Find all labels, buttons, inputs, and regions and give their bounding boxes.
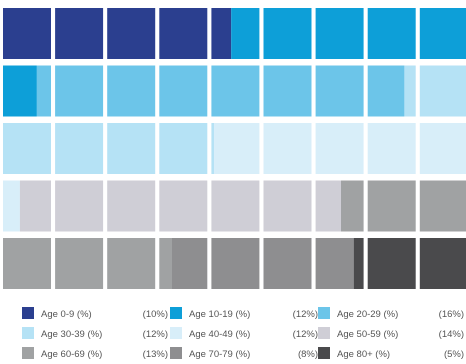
waffle-cell	[341, 180, 364, 232]
waffle-cell	[231, 8, 260, 59]
waffle-cell	[159, 123, 208, 174]
waffle-cell	[211, 8, 232, 59]
legend-item: Age 40-49 (%) (12%)	[170, 327, 318, 340]
legend-swatch	[318, 327, 330, 339]
waffle-cell	[107, 8, 156, 59]
waffle-cell	[55, 238, 104, 289]
legend-label: Age 0-9 (%)	[41, 309, 92, 320]
legend-item: Age 10-19 (%) (12%)	[170, 307, 318, 320]
legend-label: Age 10-19 (%)	[189, 309, 250, 320]
legend-swatch	[170, 347, 182, 359]
legend-label: Age 20-29 (%)	[337, 309, 398, 320]
legend-value: (16%)	[439, 309, 464, 320]
legend-swatch	[318, 347, 330, 359]
legend-swatch	[318, 307, 330, 319]
waffle-cell	[36, 65, 51, 117]
legend-value: (10%)	[143, 309, 168, 320]
waffle-cell	[55, 180, 104, 232]
waffle-cell	[263, 238, 312, 289]
legend-item: Age 80+ (%) (5%)	[318, 347, 464, 360]
waffle-cell	[367, 238, 416, 289]
waffle-cell	[107, 238, 156, 289]
waffle-cell	[315, 238, 354, 289]
legend-label: Age 60-69 (%)	[41, 349, 102, 360]
waffle-cell	[107, 65, 156, 117]
legend-item: Age 60-69 (%) (13%)	[22, 347, 168, 360]
waffle-cell	[263, 65, 312, 117]
legend-value: (8%)	[298, 349, 318, 360]
waffle-cell	[404, 65, 416, 117]
waffle-cell	[159, 180, 208, 232]
legend-label: Age 70-79 (%)	[189, 349, 250, 360]
waffle-cell	[55, 65, 104, 117]
legend-swatch	[170, 307, 182, 319]
legend-label: Age 80+ (%)	[337, 349, 390, 360]
waffle-cell	[159, 8, 208, 59]
waffle-cell	[55, 123, 104, 174]
waffle-cell	[263, 8, 312, 59]
waffle-cell	[211, 65, 260, 117]
legend-item: Age 0-9 (%) (10%)	[22, 307, 168, 320]
legend-item: Age 20-29 (%) (16%)	[318, 307, 464, 320]
waffle-cell	[419, 238, 466, 289]
waffle-cell	[315, 65, 364, 117]
waffle-cell	[107, 123, 156, 174]
legend-swatch	[170, 327, 182, 339]
legend-label: Age 30-39 (%)	[41, 329, 102, 340]
legend-item: Age 70-79 (%) (8%)	[170, 347, 318, 360]
legend-swatch	[22, 307, 34, 319]
waffle-cell	[367, 8, 416, 59]
legend-value: (12%)	[143, 329, 168, 340]
waffle-cell	[263, 123, 312, 174]
waffle-cell	[3, 180, 20, 232]
waffle-cell	[419, 8, 466, 59]
legend-swatch	[22, 347, 34, 359]
waffle-cell	[419, 123, 466, 174]
waffle-cell	[214, 123, 260, 174]
waffle-cells	[3, 8, 466, 289]
waffle-cell	[211, 180, 260, 232]
waffle-cell	[419, 65, 466, 117]
waffle-cell	[172, 238, 208, 289]
waffle-cell	[263, 180, 312, 232]
waffle-cell	[367, 123, 416, 174]
legend-item: Age 30-39 (%) (12%)	[22, 327, 168, 340]
legend-value: (14%)	[439, 329, 464, 340]
waffle-cell	[159, 65, 208, 117]
legend: Age 0-9 (%) (10%) Age 10-19 (%) (12%) Age 20…	[22, 307, 464, 360]
waffle-cell	[367, 65, 405, 117]
legend-value: (13%)	[143, 349, 168, 360]
waffle-cell	[3, 65, 37, 117]
waffle-cell	[3, 8, 51, 59]
waffle-cell	[211, 238, 260, 289]
waffle-cell	[159, 238, 173, 289]
legend-value: (5%)	[444, 349, 464, 360]
legend-label: Age 50-59 (%)	[337, 329, 398, 340]
waffle-cell	[211, 123, 215, 174]
waffle-cell	[367, 180, 416, 232]
waffle-cell	[107, 180, 156, 232]
waffle-cell	[19, 180, 51, 232]
waffle-cell	[353, 238, 364, 289]
waffle-cell	[315, 8, 364, 59]
legend-swatch	[22, 327, 34, 339]
waffle-cell	[55, 8, 104, 59]
legend-value: (12%)	[293, 329, 318, 340]
legend-value: (12%)	[293, 309, 318, 320]
waffle-cell	[419, 180, 466, 232]
waffle-cell	[3, 238, 51, 289]
legend-label: Age 40-49 (%)	[189, 329, 250, 340]
waffle-cell	[3, 123, 51, 174]
legend-item: Age 50-59 (%) (14%)	[318, 327, 464, 340]
waffle-cell	[315, 180, 342, 232]
waffle-cell	[315, 123, 364, 174]
